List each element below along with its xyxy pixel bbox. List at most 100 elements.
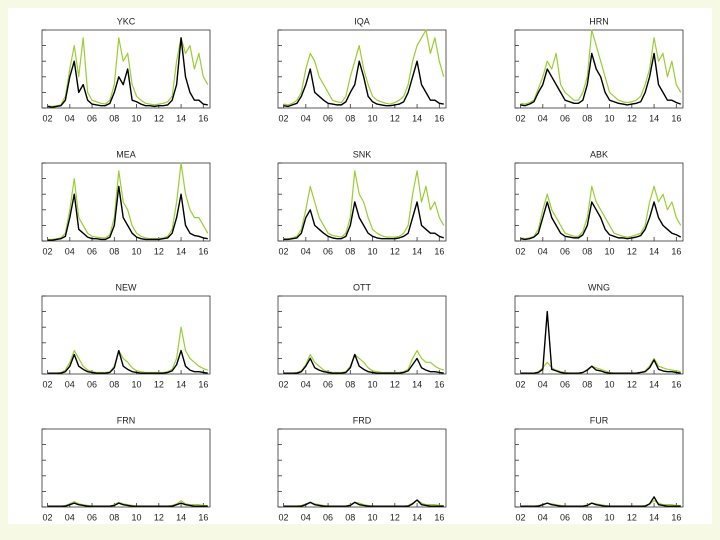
series-line bbox=[283, 353, 444, 374]
chart-title: FRN bbox=[117, 415, 136, 425]
x-tick-label: 12 bbox=[154, 246, 164, 256]
x-tick-label: 08 bbox=[582, 379, 592, 389]
chart-title: OTT bbox=[353, 282, 371, 292]
plot-frame bbox=[514, 29, 684, 109]
series-line bbox=[47, 349, 208, 374]
chart-title: IQA bbox=[354, 16, 370, 26]
x-tick-label: 12 bbox=[390, 379, 400, 389]
plot-frame bbox=[277, 428, 447, 508]
x-tick-label: 14 bbox=[176, 512, 186, 522]
x-tick-label: 04 bbox=[65, 512, 75, 522]
x-tick-label: 12 bbox=[627, 246, 637, 256]
chart-title: FRD bbox=[353, 415, 372, 425]
x-tick-label: 16 bbox=[671, 113, 681, 123]
x-tick-label: 12 bbox=[390, 113, 400, 123]
x-tick-label: 10 bbox=[132, 246, 142, 256]
x-tick-label: 12 bbox=[627, 379, 637, 389]
x-tick-label: 16 bbox=[434, 379, 444, 389]
x-tick-label: 14 bbox=[649, 113, 659, 123]
x-tick-label: 14 bbox=[649, 246, 659, 256]
series-line bbox=[47, 37, 208, 108]
x-tick-label: 06 bbox=[87, 246, 97, 256]
chart-title: SNK bbox=[353, 149, 372, 159]
x-tick-label: 06 bbox=[560, 113, 570, 123]
series-line bbox=[283, 201, 445, 241]
x-tick-label: 12 bbox=[390, 512, 400, 522]
x-tick-label: 10 bbox=[368, 379, 378, 389]
plot-frame bbox=[41, 295, 211, 375]
x-tick-label: 16 bbox=[671, 512, 681, 522]
x-tick-label: 08 bbox=[582, 246, 592, 256]
x-tick-label: 14 bbox=[412, 379, 422, 389]
x-tick-label: 06 bbox=[560, 512, 570, 522]
x-tick-label: 04 bbox=[301, 379, 311, 389]
x-tick-label: 10 bbox=[605, 246, 615, 256]
series-line bbox=[520, 357, 681, 374]
x-tick-label: 08 bbox=[345, 379, 355, 389]
x-tick-label: 16 bbox=[198, 379, 208, 389]
series-line bbox=[520, 496, 681, 507]
x-tick-label: 10 bbox=[605, 379, 615, 389]
x-tick-label: 06 bbox=[87, 113, 97, 123]
x-tick-label: 14 bbox=[412, 246, 422, 256]
x-tick-label: 16 bbox=[198, 512, 208, 522]
x-tick-label: 12 bbox=[390, 246, 400, 256]
x-tick-label: 06 bbox=[87, 379, 97, 389]
chart-title: FUR bbox=[590, 415, 609, 425]
x-tick-label: 02 bbox=[279, 379, 289, 389]
x-tick-label: 14 bbox=[412, 113, 422, 123]
x-tick-label: 06 bbox=[560, 246, 570, 256]
x-tick-label: 12 bbox=[627, 113, 637, 123]
x-tick-label: 16 bbox=[434, 246, 444, 256]
x-tick-label: 04 bbox=[65, 379, 75, 389]
x-tick-label: 08 bbox=[345, 512, 355, 522]
x-tick-label: 04 bbox=[538, 512, 548, 522]
plot-frame bbox=[277, 162, 447, 242]
x-tick-label: 02 bbox=[43, 512, 53, 522]
series-line bbox=[47, 326, 208, 374]
x-tick-label: 06 bbox=[87, 512, 97, 522]
x-tick-label: 08 bbox=[109, 113, 119, 123]
x-tick-label: 08 bbox=[582, 113, 592, 123]
x-tick-label: 04 bbox=[65, 113, 75, 123]
plot-frame bbox=[514, 295, 684, 375]
x-tick-label: 08 bbox=[109, 512, 119, 522]
series-line bbox=[283, 499, 444, 507]
chart-title: ABK bbox=[590, 149, 608, 159]
chart-title: NEW bbox=[116, 282, 138, 292]
x-tick-label: 10 bbox=[368, 113, 378, 123]
x-tick-label: 08 bbox=[345, 246, 355, 256]
plot-frame bbox=[41, 29, 211, 109]
x-tick-label: 06 bbox=[560, 379, 570, 389]
plot-frame bbox=[41, 428, 211, 508]
x-tick-label: 10 bbox=[132, 379, 142, 389]
chart-title: YKC bbox=[117, 16, 136, 26]
series-line bbox=[47, 502, 208, 507]
chart-title: HRN bbox=[589, 16, 609, 26]
x-tick-label: 08 bbox=[109, 246, 119, 256]
x-tick-label: 08 bbox=[109, 379, 119, 389]
x-tick-label: 12 bbox=[154, 113, 164, 123]
series-line bbox=[47, 185, 208, 241]
x-tick-label: 16 bbox=[434, 113, 444, 123]
x-tick-label: 14 bbox=[176, 246, 186, 256]
series-line bbox=[47, 162, 209, 241]
x-tick-label: 10 bbox=[368, 246, 378, 256]
series-line bbox=[520, 52, 682, 107]
series-line bbox=[520, 310, 681, 374]
plot-frame bbox=[514, 162, 684, 242]
x-tick-label: 16 bbox=[434, 512, 444, 522]
series-line bbox=[520, 201, 682, 241]
x-tick-label: 10 bbox=[132, 512, 142, 522]
x-tick-label: 02 bbox=[279, 113, 289, 123]
x-tick-label: 02 bbox=[279, 512, 289, 522]
x-tick-label: 04 bbox=[538, 379, 548, 389]
x-tick-label: 06 bbox=[323, 379, 333, 389]
x-tick-label: 02 bbox=[516, 246, 526, 256]
x-tick-label: 12 bbox=[154, 512, 164, 522]
x-tick-label: 12 bbox=[627, 512, 637, 522]
plot-frame bbox=[277, 29, 447, 109]
series-line bbox=[283, 60, 444, 108]
x-tick-label: 14 bbox=[412, 512, 422, 522]
